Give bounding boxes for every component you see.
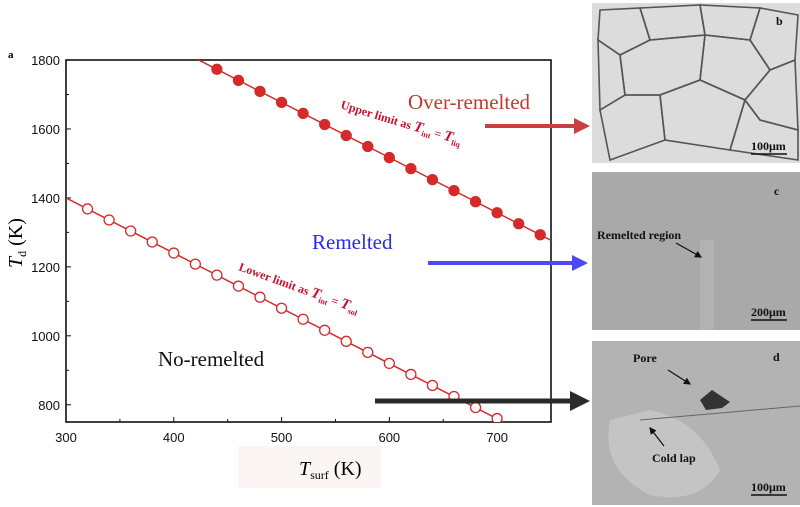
panel-label-a: a	[8, 49, 14, 61]
micrograph-b-label: b	[776, 14, 783, 28]
axis-ticks: 300 400 500 600 700 800 1000 1200 1400 1600 1800	[31, 53, 508, 445]
x-label-box	[238, 446, 381, 488]
lower-limit-point	[232, 280, 245, 292]
lower-limit-point	[491, 412, 503, 422]
lower-limit-point	[297, 313, 309, 325]
micrograph-b: b 100μm	[592, 3, 800, 163]
pointer-arrow	[649, 427, 665, 447]
lower-limit-point	[254, 291, 266, 303]
y-tick-label: 800	[38, 398, 60, 413]
pointer-arrow	[675, 242, 703, 258]
x-tick-label: 700	[486, 430, 508, 445]
upper-limit-point	[405, 162, 417, 175]
y-axis-label: Td (K)	[5, 218, 29, 268]
pore-shape	[700, 390, 730, 410]
upper-limit-point	[491, 207, 503, 219]
region-over-remelted: Over-remelted	[408, 90, 531, 114]
y-tick-label: 1400	[31, 191, 60, 206]
micrograph-b-scale: 100μm	[751, 139, 786, 153]
lower-limit-point	[103, 214, 115, 226]
lower-limit-point	[405, 368, 417, 381]
cold-lap-note: Cold lap	[652, 451, 696, 465]
x-tick-label: 500	[271, 430, 293, 445]
micrograph-d-label: d	[773, 350, 780, 364]
x-tick-label: 600	[378, 430, 400, 445]
lower-limit-point	[340, 335, 352, 347]
upper-limit-point	[534, 229, 546, 241]
grain-boundary	[728, 98, 799, 161]
lower-limit-annotation: Lower limit as Tint = Tsol	[236, 259, 362, 319]
upper-limit-point	[383, 151, 395, 164]
y-tick-label: 1600	[31, 122, 60, 137]
upper-limit-point	[513, 218, 525, 230]
series-layer	[66, 60, 551, 422]
upper-limit-point	[211, 63, 223, 75]
lower-limit-point	[189, 258, 201, 270]
region-remelted: Remelted	[312, 230, 393, 254]
y-tick-label: 1000	[31, 329, 60, 344]
upper-limit-point	[469, 196, 482, 208]
micrograph-d: d Pore Cold lap 100μm	[592, 341, 800, 505]
upper-limit-point	[232, 74, 245, 86]
upper-limit-point	[362, 140, 374, 153]
remelted-region-note: Remelted region	[597, 228, 681, 242]
upper-limit-point	[319, 118, 331, 131]
lower-limit-point	[383, 357, 395, 370]
lower-limit-point	[469, 401, 482, 414]
upper-limit-point	[275, 96, 288, 109]
region-no-remelted: No-remelted	[158, 347, 265, 371]
upper-limit-point	[340, 129, 352, 142]
micrograph-c-label: c	[774, 184, 780, 198]
plot-frame	[65, 59, 552, 423]
x-axis-label: Tsurf (K)	[299, 458, 362, 482]
y-tick-label: 1800	[31, 53, 60, 68]
lower-limit-point	[211, 269, 223, 281]
upper-limit-point	[297, 107, 309, 120]
upper-limit-point	[448, 185, 460, 197]
lower-limit-point	[426, 379, 439, 392]
x-tick-label: 400	[163, 430, 185, 445]
upper-limit-point	[426, 173, 439, 186]
micrograph-d-scale: 100μm	[751, 480, 786, 494]
lower-limit-point	[146, 236, 158, 248]
y-tick-label: 1200	[31, 260, 60, 275]
lower-limit-point	[362, 346, 374, 359]
pore-note: Pore	[633, 351, 657, 365]
pointer-arrow	[667, 369, 692, 385]
lower-limit-point	[81, 203, 94, 215]
lower-limit-point	[275, 302, 288, 314]
lower-limit-point	[125, 225, 137, 237]
series-line	[197, 60, 551, 241]
micrograph-c: c Remelted region 200μm	[592, 172, 800, 330]
grain-boundaries	[597, 4, 799, 162]
x-tick-label: 300	[55, 430, 77, 445]
lower-limit-point	[319, 324, 331, 336]
micrograph-c-scale: 200μm	[751, 305, 786, 319]
upper-limit-point	[254, 85, 266, 98]
lower-limit-point	[168, 247, 180, 259]
